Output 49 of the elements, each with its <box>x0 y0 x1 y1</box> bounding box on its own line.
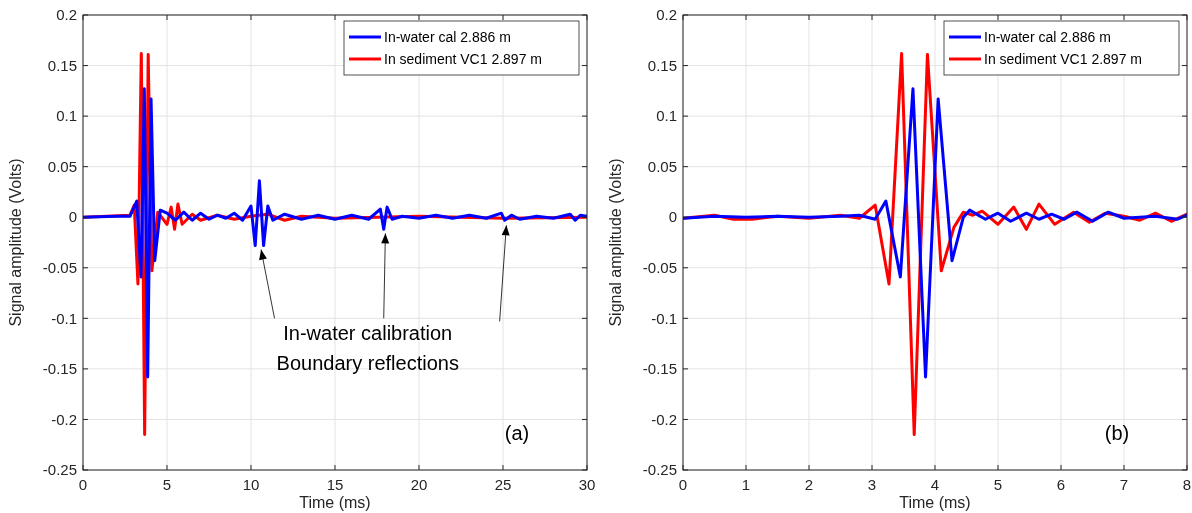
legend-label: In-water cal 2.886 m <box>384 28 511 45</box>
x-tick-label: 0 <box>78 476 88 493</box>
y-tick-label: -0.1 <box>651 309 677 327</box>
annotation: In-water calibration Boundary reflections <box>276 322 459 375</box>
y-tick-label: 0.1 <box>56 107 77 125</box>
y-tick-label: 0.15 <box>647 56 677 74</box>
line-series <box>683 87 1187 379</box>
legend-label: In sediment VC1 2.897 m <box>984 50 1142 67</box>
y-tick-label: -0.05 <box>642 259 677 277</box>
y-tick-label: 0.1 <box>656 107 677 125</box>
annotation: (a) <box>504 422 530 444</box>
x-tick-label: 6 <box>1056 476 1066 493</box>
x-tick-label: 3 <box>867 476 877 493</box>
x-tick-label: 15 <box>326 476 344 493</box>
y-tick-label: -0.1 <box>51 309 77 327</box>
y-tick-label: 0.05 <box>647 157 677 175</box>
y-tick-label: 0.15 <box>47 56 77 74</box>
y-tick-label: -0.15 <box>42 360 77 378</box>
y-axis-title: Signal amplitude (Volts) <box>7 158 24 327</box>
y-tick-label: 0 <box>68 208 77 226</box>
x-tick-label: 5 <box>162 476 172 493</box>
x-axis-title: Time (ms) <box>299 494 371 511</box>
x-tick-label: 25 <box>494 476 512 493</box>
y-tick-label: -0.25 <box>42 461 77 479</box>
y-tick-label: -0.2 <box>651 410 677 428</box>
x-tick-label: 2 <box>804 476 814 493</box>
legend-label: In-water cal 2.886 m <box>984 28 1111 45</box>
x-tick-label: 1 <box>741 476 751 493</box>
x-tick-label: 8 <box>1182 476 1192 493</box>
x-tick-label: 30 <box>578 476 596 493</box>
y-tick-label: 0.05 <box>47 157 77 175</box>
y-tick-label: -0.2 <box>51 410 77 428</box>
y-tick-label: -0.05 <box>42 259 77 277</box>
legend-label: In sediment VC1 2.897 m <box>384 50 542 67</box>
y-tick-label: 0.2 <box>656 6 677 24</box>
x-tick-label: 10 <box>242 476 260 493</box>
x-tick-label: 5 <box>993 476 1003 493</box>
x-tick-label: 20 <box>410 476 428 493</box>
x-axis-title: Time (ms) <box>899 494 971 511</box>
y-axis-title: Signal amplitude (Volts) <box>607 158 624 327</box>
y-tick-label: -0.15 <box>642 360 677 378</box>
line-series <box>83 87 587 379</box>
x-tick-label: 4 <box>930 476 940 493</box>
y-tick-label: -0.25 <box>642 461 677 479</box>
y-tick-label: 0 <box>668 208 677 226</box>
y-tick-label: 0.2 <box>56 6 77 24</box>
x-tick-label: 7 <box>1119 476 1129 493</box>
annotation: (b) <box>1104 422 1130 444</box>
x-tick-label: 0 <box>678 476 688 493</box>
